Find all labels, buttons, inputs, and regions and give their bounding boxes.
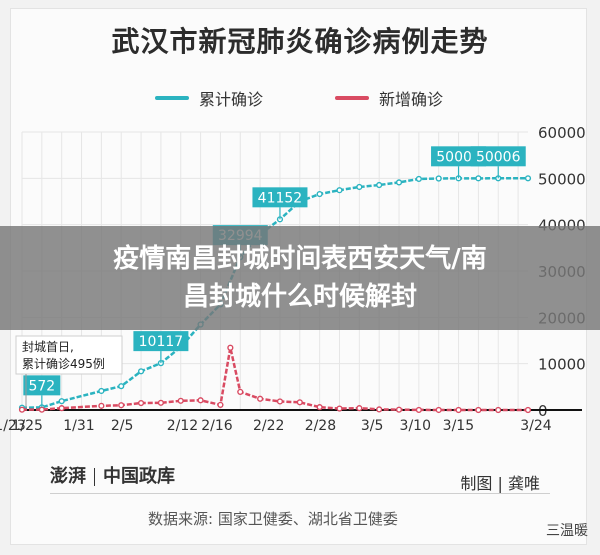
point-cumulative [336,187,343,194]
watermark: 三温暖 [546,523,588,539]
point-cumulative [316,190,323,198]
y-tick-label: 10000 [538,356,586,374]
callout-box [133,331,189,352]
point-new [316,404,323,411]
point-cumulative [118,383,125,390]
point-new [58,405,65,412]
point-cumulative [137,368,145,375]
legend-item-new: 新增确诊 [335,86,443,110]
point-new [137,399,145,407]
point-new [157,399,165,406]
chart-title: 武汉市新冠肺炎确诊病例走势 [111,25,489,58]
point-cumulative [435,175,442,182]
point-new [217,401,224,408]
x-tick-label: 1/25 [12,418,43,434]
point-new [524,406,532,414]
annotation-box [15,335,123,375]
x-tick-label: 3/15 [443,418,474,434]
point-new [336,405,343,412]
point-new [356,405,363,412]
legend-label-new: 新增确诊 [379,90,444,109]
footer-divider [50,493,550,494]
point-new [376,406,383,413]
point-cumulative [58,398,65,405]
x-tick-label: 2/16 [201,418,233,434]
point-new [495,406,502,414]
logo-separator [94,468,95,486]
callout-label: 572 [28,378,55,394]
point-new [435,406,442,414]
x-tick-label: 2/28 [305,418,336,434]
callout-label: 41152 [258,190,303,206]
point-new [455,406,462,414]
point-cumulative [524,175,532,182]
point-new [118,402,125,409]
point-new [276,398,284,405]
series-line-new [21,347,528,412]
overlay-banner: 疫情南昌封城时间表西安天气/南 昌封城什么时候解封 [0,226,600,330]
callout-label: 10117 [139,334,184,350]
point-cumulative [475,175,482,182]
x-tick-label: 1/31 [63,418,94,434]
callout-box [252,187,308,208]
point-new [415,406,422,414]
legend-label-cumulative: 累计确诊 [199,90,264,109]
y-tick-label: 60000 [538,124,586,142]
x-tick-label: 3/5 [361,418,384,434]
point-cumulative [356,183,363,191]
overlay-text: 疫情南昌封城时间表西安天气/南 昌封城什么时候解封 [20,240,580,316]
point-new [257,395,264,402]
annotation-line-1: 封城首日, [22,340,74,354]
point-cumulative [376,181,383,189]
x-tick-label: 2/5 [111,418,134,434]
point-new [197,397,204,404]
x-tick-label: 2/12 [167,418,198,434]
point-new [237,388,244,395]
point-cumulative [98,387,105,395]
callout-box [470,146,526,167]
legend-item-cumulative: 累计确诊 [155,86,263,110]
point-new [296,399,303,406]
callout-box [23,375,61,396]
point-new [38,406,45,413]
publisher-logo-right: 中国政库 [103,466,175,487]
publisher-logo-left: 澎湃 [50,466,86,487]
annotation-line-2: 累计确诊495例 [22,357,105,371]
point-cumulative [415,175,422,183]
x-tick-label: 3/10 [400,418,431,434]
point-new [227,344,234,351]
point-new [98,402,105,409]
chart-legend: 累计确诊 新增确诊 [0,86,600,109]
point-new [18,406,26,413]
point-new [395,406,403,413]
overlay-line-2: 昌封城什么时候解封 [182,282,417,312]
legend-swatch-new [335,96,369,100]
point-cumulative [395,179,403,186]
callout-label: 50003 [436,149,481,165]
callout-label: 50006 [476,149,521,165]
x-tick-label: 2/22 [253,418,284,434]
data-source: 数据来源: 国家卫健委、湖北省卫健委 [148,510,398,528]
publisher-logo: 澎湃 中国政库 [50,462,175,488]
chart-credit: 制图 | 龚唯 [460,474,540,493]
point-new [475,406,482,414]
y-tick-label: 50000 [538,170,586,188]
point-new [177,397,184,404]
overlay-line-1: 疫情南昌封城时间表西安天气/南 [113,244,487,274]
x-tick-label: 1/23 [0,418,26,434]
x-tick-label: 3/24 [520,418,552,434]
legend-swatch-cumulative [155,96,189,100]
